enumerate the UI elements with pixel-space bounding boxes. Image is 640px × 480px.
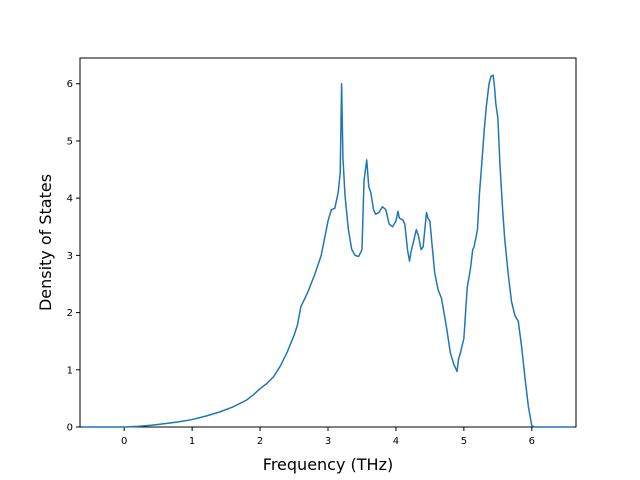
x-tick-label: 2 xyxy=(257,436,263,447)
x-axis-ticks: 0 1 2 3 4 5 6 xyxy=(121,427,535,447)
x-tick-label: 1 xyxy=(189,436,195,447)
y-tick-label: 4 xyxy=(67,194,73,205)
dos-series-line xyxy=(83,74,573,428)
y-tick-label: 5 xyxy=(67,136,73,147)
y-axis-label: Density of States xyxy=(36,174,55,311)
x-tick-label: 4 xyxy=(393,436,399,447)
x-axis-label: Frequency (THz) xyxy=(263,455,393,474)
series-layer xyxy=(83,74,573,428)
x-tick-label: 0 xyxy=(121,436,127,447)
x-tick-label: 5 xyxy=(461,436,467,447)
plot-frame xyxy=(79,57,577,428)
y-tick-label: 0 xyxy=(67,423,73,434)
y-tick-label: 3 xyxy=(67,251,73,262)
y-tick-label: 1 xyxy=(67,365,73,376)
y-axis-ticks: 0 1 2 3 4 5 6 xyxy=(67,79,80,434)
x-tick-label: 6 xyxy=(529,436,535,447)
y-tick-label: 2 xyxy=(67,308,73,319)
x-tick-label: 3 xyxy=(325,436,331,447)
y-tick-label: 6 xyxy=(67,79,73,90)
